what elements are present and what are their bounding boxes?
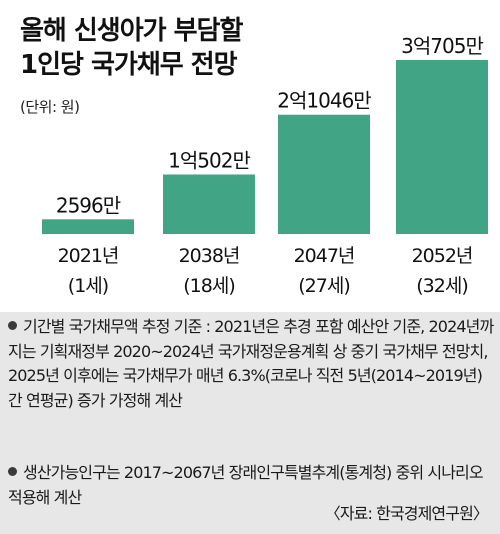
note-2: 생산가능인구는 2017~2067년 장래인구특별추계(통계청) 중위 시나리오… [8,461,494,510]
note-2-text: 생산가능인구는 2017~2067년 장래인구특별추계(통계청) 중위 시나리오… [8,463,484,507]
title-line-1: 올해 신생아가 부담할 [20,16,243,46]
note-1: 기간별 국가채무액 추정 기준 : 2021년은 추경 포함 예산안 기준, 2… [8,315,494,413]
title-line-2: 1인당 국가채무 전망 [20,50,238,80]
bullet-icon [8,467,17,476]
chart-title: 올해 신생아가 부담할 1인당 국가채무 전망 [20,14,243,82]
bar-1 [42,219,134,234]
age-label-3: (27세) [298,275,349,297]
value-label-4: 3억705만 [401,34,483,58]
category-label-4: 2052년 [412,245,473,267]
source-label: 〈자료: 한국경제연구원〉 [324,504,489,523]
age-label-4: (32세) [416,275,467,297]
unit-label: (단위: 원) [20,98,80,116]
bar-3 [278,114,370,234]
category-label-3: 2047년 [294,245,355,267]
category-label-1: 2021년 [58,245,119,267]
bullet-icon [8,321,17,330]
bar-chart: 2596만 2021년 (1세) 1억502만 2038년 (18세) 2억1046만 204… [42,34,488,297]
bar-2 [163,174,255,234]
value-label-1: 2596만 [56,193,121,217]
age-label-2: (18세) [183,275,234,297]
category-label-2: 2038년 [179,245,240,267]
value-label-3: 2억1046만 [277,89,371,113]
age-label-1: (1세) [68,275,108,297]
note-1-text: 기간별 국가채무액 추정 기준 : 2021년은 추경 포함 예산안 기준, 2… [8,317,494,410]
value-label-2: 1억502만 [168,148,250,172]
bar-4 [396,60,488,234]
notes-box: 기간별 국가채무액 추정 기준 : 2021년은 추경 포함 예산안 기준, 2… [0,312,500,534]
